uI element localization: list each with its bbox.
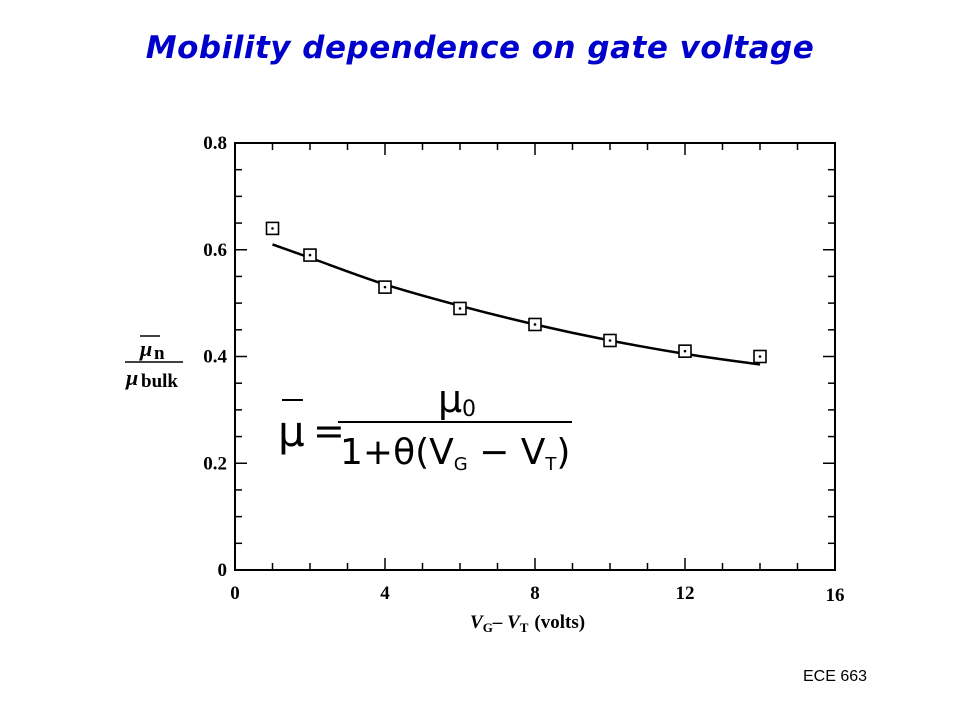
data-point — [753, 349, 767, 364]
y-axis-label: μ n μ bulk — [125, 335, 183, 392]
y-tick-labels: 0 0.2 0.4 0.6 0.8 — [203, 133, 227, 581]
x-axis-label: VG– VT (volts) — [470, 612, 585, 635]
course-label: ECE 663 — [803, 668, 868, 685]
data-point — [603, 333, 617, 348]
data-point — [528, 317, 542, 332]
data-point — [265, 221, 280, 236]
axis-ticks — [234, 142, 836, 571]
plot-frame — [234, 142, 836, 571]
xlabel-minus: – V — [492, 612, 521, 633]
x-tick-label: 12 — [676, 583, 695, 604]
y-tick-label: 0.4 — [203, 347, 227, 368]
ylabel-denominator: μ — [125, 365, 138, 390]
ylabel-numerator: μ — [139, 336, 152, 361]
data-markers — [265, 221, 767, 364]
xlabel-sub1: G — [483, 620, 493, 635]
y-tick-label: 0 — [218, 560, 228, 581]
eq-equals: = — [313, 409, 345, 453]
xlabel-v1: V — [470, 612, 484, 633]
slide-title: Mobility dependence on gate voltage — [145, 30, 815, 66]
x-tick-label: 16 — [826, 585, 845, 606]
eq-numerator-mu: μ — [438, 377, 462, 421]
ylabel-numerator-sub: n — [154, 343, 165, 364]
ylabel-denominator-sub: bulk — [141, 371, 178, 392]
mobility-equation: μ = μ 0 1+θ(VG − VT) — [278, 377, 572, 475]
eq-lhs-mu: μ — [278, 407, 305, 456]
y-tick-label: 0.6 — [203, 240, 227, 261]
x-tick-label: 0 — [230, 583, 240, 604]
data-point — [303, 248, 317, 262]
y-tick-label: 0.2 — [203, 453, 227, 474]
data-point — [378, 280, 392, 294]
x-tick-label: 4 — [380, 583, 390, 604]
x-tick-label: 8 — [530, 583, 540, 604]
x-tick-labels: 0 4 8 12 16 — [230, 583, 844, 606]
y-tick-label: 0.8 — [203, 133, 227, 154]
eq-denominator: 1+θ(VG − VT) — [340, 432, 570, 475]
xlabel-sub2: T — [520, 620, 529, 635]
eq-numerator-sub: 0 — [462, 397, 476, 422]
data-point — [453, 301, 467, 316]
xlabel-unit: (volts) — [534, 612, 585, 633]
data-point — [678, 344, 692, 358]
